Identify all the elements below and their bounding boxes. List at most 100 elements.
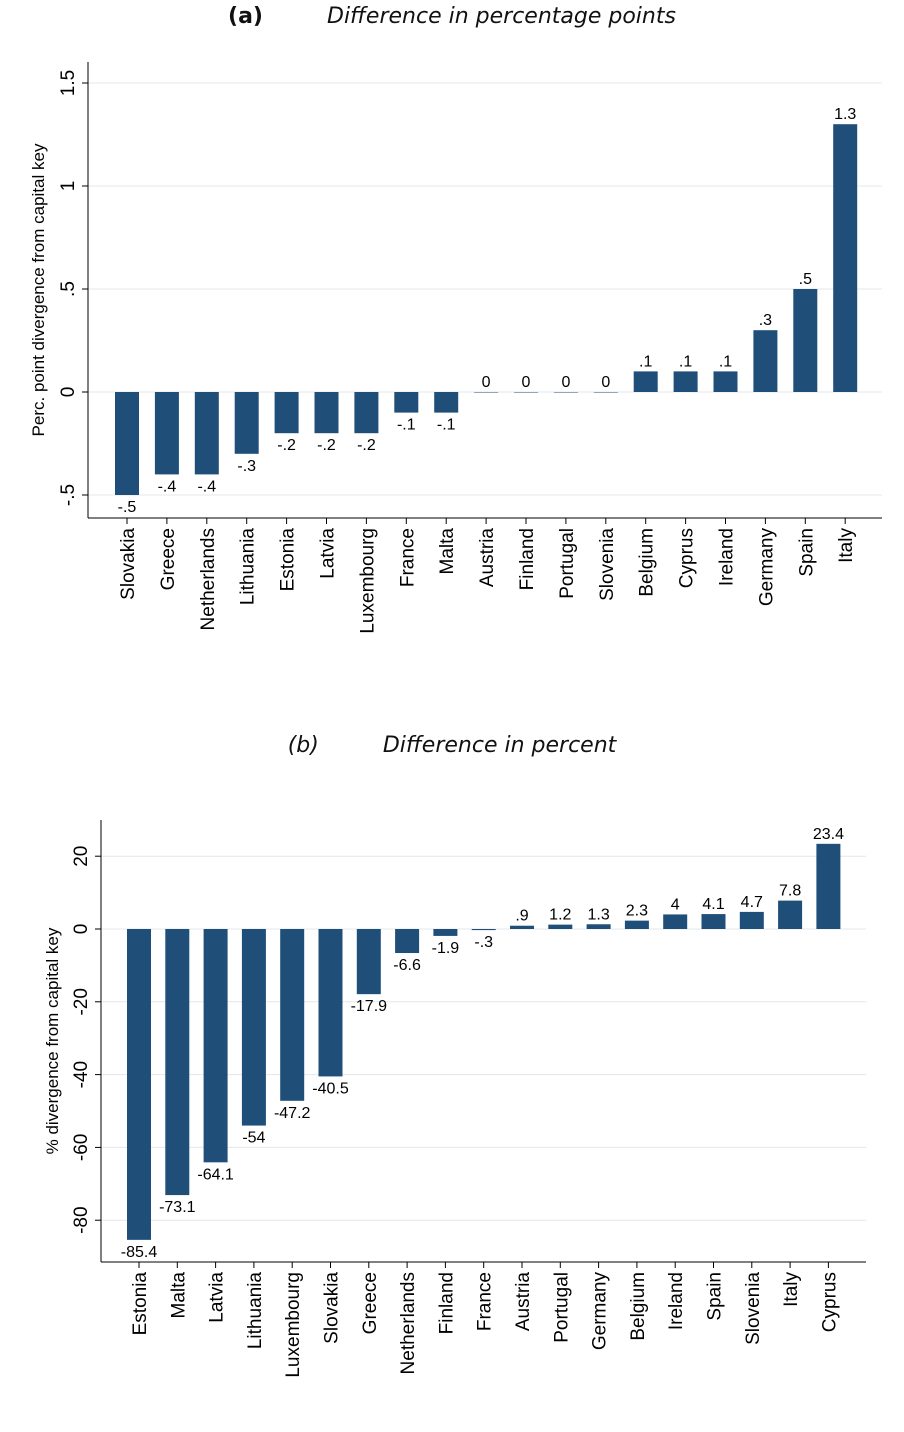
chart-b-bar <box>127 929 151 1240</box>
chart-a-data-label: 0 <box>561 374 570 391</box>
chart-a-data-label: .1 <box>679 353 692 370</box>
chart-a-category-label: Estonia <box>278 528 299 592</box>
chart-b-data-label: 4.7 <box>741 894 763 911</box>
chart-b-category-label: Germany <box>590 1272 611 1351</box>
chart-b-bar <box>471 929 496 931</box>
chart-a-heading: (a) Difference in percentage points <box>0 4 904 29</box>
chart-b-bar <box>165 929 190 1196</box>
chart-b-data-label: -73.1 <box>159 1199 196 1216</box>
chart-a-bar <box>753 330 778 392</box>
chart-b-category-label: Greece <box>360 1272 381 1334</box>
chart-a-title: Difference in percentage points <box>327 4 676 29</box>
chart-a-bar <box>514 392 538 393</box>
chart-a-category-label: Slovakia <box>118 528 139 600</box>
chart-a-data-label: -.5 <box>118 499 137 516</box>
chart-b-bar <box>433 929 458 936</box>
chart-a-bar <box>354 392 379 434</box>
chart-b-category-label: Estonia <box>130 1272 151 1336</box>
chart-a-bar <box>713 371 738 392</box>
chart-b-bar <box>395 929 420 954</box>
chart-a-bar <box>234 392 259 454</box>
chart-b-category-label: Belgium <box>628 1272 649 1341</box>
chart-a-category-label: Slovenia <box>597 528 618 601</box>
chart-a-category-label: Luxembourg <box>357 528 378 634</box>
chart-b-bar <box>203 929 228 1163</box>
chart-a-data-label: -.3 <box>237 458 256 475</box>
chart-b-bar <box>624 920 649 929</box>
chart-a-category-label: Ireland <box>717 528 738 586</box>
chart-a-data-label: -.2 <box>277 437 296 454</box>
chart-a-ytick-label: .5 <box>58 281 79 297</box>
chart-b-bar <box>241 929 266 1126</box>
chart-a-category-label: Germany <box>756 528 777 607</box>
chart-a-bar <box>833 124 858 392</box>
chart-a-bar <box>154 392 179 475</box>
chart-b-category-label: Ireland <box>666 1272 687 1330</box>
chart-b-category-label: Cyprus <box>819 1272 840 1332</box>
chart-a-category-label: Netherlands <box>198 528 219 630</box>
chart-b-y-axis-label: % divergence from capital key <box>43 927 62 1154</box>
chart-b-data-label: -40.5 <box>312 1080 349 1097</box>
chart-b-category-label: Portugal <box>551 1272 572 1343</box>
chart-b-data-label: 2.3 <box>626 903 648 920</box>
chart-a-category-label: Lithuania <box>238 528 259 606</box>
chart-b-data-label: -1.9 <box>432 940 460 957</box>
chart-b-category-label: Malta <box>168 1272 189 1319</box>
chart-b-category-label: Italy <box>781 1272 802 1307</box>
chart-a-data-label: .1 <box>639 353 652 370</box>
chart-b-heading: (b) Difference in percent <box>0 733 904 758</box>
chart-a-data-label: .3 <box>759 312 772 329</box>
chart-b-category-label: Austria <box>513 1272 534 1332</box>
chart-a: -.5 0 .5 1 1.5 Perc. point divergence from ca… <box>29 62 882 634</box>
chart-a-data-label: -.1 <box>397 417 416 434</box>
chart-b-bar <box>663 914 688 929</box>
chart-b-category-label: Slovakia <box>322 1272 343 1344</box>
chart-a-category-label: Portugal <box>557 528 578 599</box>
chart-a-category-label: Spain <box>796 528 817 577</box>
chart-a-bar <box>394 392 419 413</box>
chart-a-category-label: Austria <box>477 528 498 588</box>
chart-b-category-label: Netherlands <box>398 1272 419 1374</box>
chart-a-data-label: -.2 <box>357 437 376 454</box>
chart-a-category-label: Greece <box>158 528 179 590</box>
chart-b-category-label: Latvia <box>207 1272 228 1323</box>
chart-a-category-label: France <box>397 528 418 587</box>
chart-a-bar <box>314 392 339 434</box>
chart-b-ytick-label: 0 <box>71 924 92 935</box>
chart-a-ytick-label: 0 <box>58 387 79 398</box>
chart-a-data-label: 0 <box>482 374 491 391</box>
chart-b-bar <box>701 914 726 929</box>
chart-a-data-label: 0 <box>601 374 610 391</box>
chart-a-category-label: Belgium <box>637 528 658 597</box>
chart-b-bar <box>739 911 764 929</box>
chart-b-bar <box>356 929 381 995</box>
chart-b-data-label: 23.4 <box>813 826 844 843</box>
chart-a-category-label: Italy <box>836 528 857 563</box>
chart-b-data-label: -17.9 <box>351 998 388 1015</box>
chart-b-panel-label: (b) <box>287 733 319 758</box>
chart-a-data-label: -.4 <box>197 478 216 495</box>
chart-b-bar <box>318 929 343 1077</box>
chart-a-data-label: .5 <box>799 271 812 288</box>
chart-a-bar <box>474 392 499 393</box>
chart-b-ytick-label: -20 <box>71 988 92 1015</box>
chart-b-title: Difference in percent <box>382 733 617 758</box>
chart-b-bar <box>816 843 841 929</box>
chart-b-ytick-label: -40 <box>71 1061 92 1088</box>
chart-a-bar <box>673 371 698 392</box>
chart-b-category-label: Slovenia <box>743 1272 764 1345</box>
chart-a-bar <box>194 392 219 475</box>
chart-b-data-label: -47.2 <box>274 1105 311 1122</box>
chart-b-category-label: Finland <box>436 1272 457 1334</box>
chart-a-category-label: Cyprus <box>677 528 698 588</box>
chart-a-category-label: Finland <box>517 528 538 590</box>
chart-a-bar <box>633 371 658 392</box>
chart-b-data-label: -54 <box>242 1130 265 1147</box>
chart-b-bar <box>778 900 803 929</box>
chart-a-data-label: 0 <box>522 374 531 391</box>
chart-b-category-label: France <box>475 1272 496 1331</box>
chart-a-bar <box>434 392 459 413</box>
chart-a-data-label: .1 <box>719 353 732 370</box>
chart-b-category-label: Lithuania <box>245 1272 266 1350</box>
